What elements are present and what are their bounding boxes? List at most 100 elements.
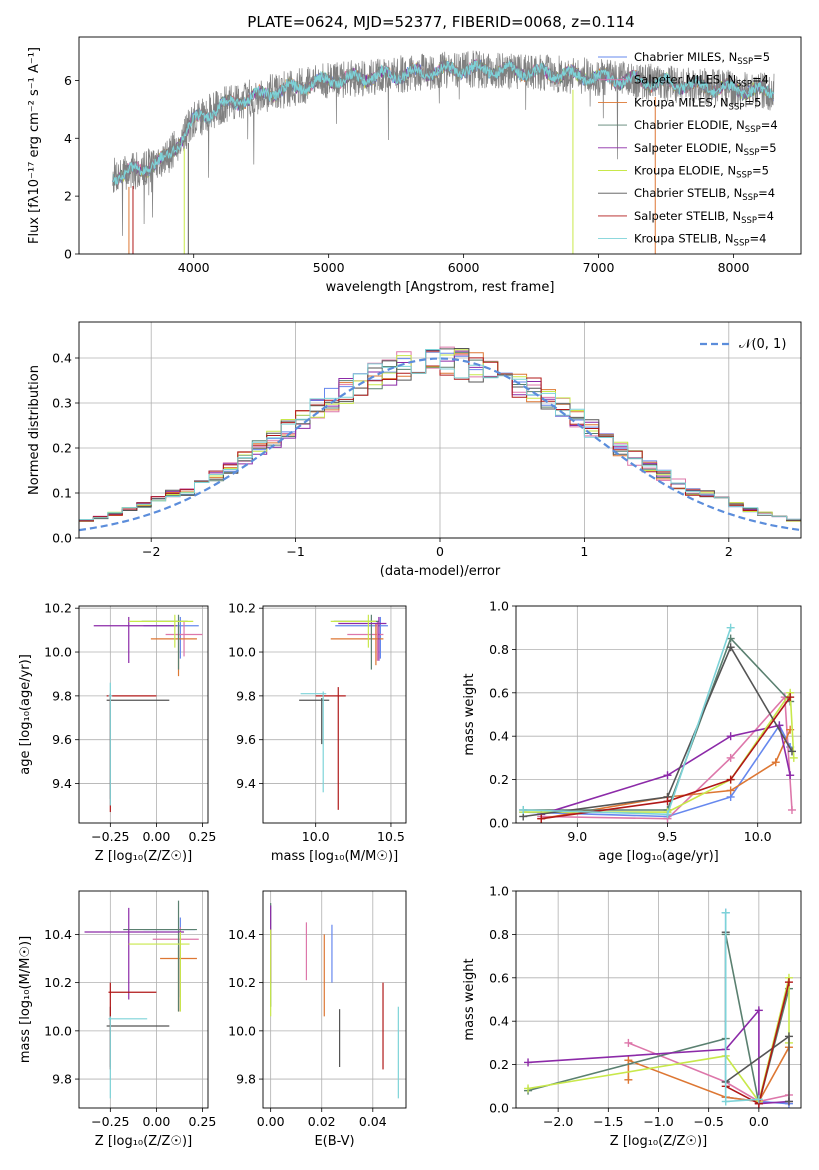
chart-residuals: −2 −1 0 1 2 0.0 0.1 0.2 0.3 0.4 (data-model)/error…: [27, 321, 802, 579]
chart-mass_vs_ebv: 0.00 0.02 0.04 9.8 10.0 10.2 10.4 E(B-V): [228, 890, 407, 1149]
x-tick-label: −0.25: [91, 829, 129, 844]
y-axis-label: age [log₁₀(age/yr)]: [18, 654, 33, 775]
weight-series-line: [523, 627, 732, 816]
chart-age_vs_Z: −0.25 0.00 0.25 9.4 9.6 9.8 10.0 10.2 Z [log₁₀(Z…: [18, 601, 216, 864]
x-axis-label: Z [log₁₀(Z/Z☉)]: [95, 1134, 192, 1149]
x-tick-label: 0.00: [257, 1114, 285, 1129]
weight-series-line: [523, 637, 791, 811]
plot-area: [93, 614, 203, 813]
y-tick-label: 0.4: [489, 1014, 509, 1029]
x-axis-label: mass [log₁₀(M/M☉)]: [271, 849, 398, 864]
x-tick-label: 0.0: [749, 1114, 769, 1129]
y-axis-label: Flux [fλ10⁻¹⁷ erg cm⁻² s⁻¹ A⁻¹]: [27, 47, 42, 244]
plot-area: [79, 346, 801, 532]
y-tick-label: 10.4: [44, 927, 72, 942]
y-tick-label: 10.2: [44, 975, 72, 990]
legend-entry: Salpeter MILES, NSSP=4: [634, 73, 769, 90]
plot-area: [112, 50, 775, 254]
y-tick-label: 9.8: [236, 1072, 256, 1087]
x-axis-label: wavelength [Angstrom, rest frame]: [326, 280, 555, 295]
x-axis-label: E(B-V): [314, 1134, 354, 1149]
chart-age_vs_mass: 10.0 10.5 9.4 9.6 9.8 10.0 10.2 mass [log₁₀(M/M…: [228, 601, 407, 864]
plot-frame: [78, 890, 209, 1109]
legend-entry: 𝒩(0, 1): [739, 337, 786, 352]
chart-mass_vs_Z: −0.25 0.00 0.25 9.8 10.0 10.2 10.4 Z [log₁₀(Z/Z…: [18, 890, 217, 1149]
y-tick-label: 0.3: [52, 396, 72, 411]
y-tick-label: 10.0: [228, 1023, 256, 1038]
figure-title: PLATE=0624, MJD=52377, FIBERID=0068, z=0…: [247, 13, 634, 31]
legend-entry: Salpeter STELIB, NSSP=4: [634, 209, 774, 226]
normal-curve: [79, 357, 801, 532]
legend-entry: Chabrier ELODIE, NSSP=4: [634, 118, 778, 135]
plot-frame: [515, 605, 802, 824]
y-tick-label: 0.6: [489, 685, 509, 700]
y-tick-label: 10.2: [44, 601, 72, 616]
y-tick-label: 0.0: [52, 531, 72, 546]
x-tick-label: 9.5: [658, 829, 678, 844]
plot-frame: [78, 605, 209, 824]
weight-series-line: [628, 1042, 790, 1103]
y-tick-label: 0.2: [52, 441, 72, 456]
legend-entry: Kroupa MILES, NSSP=5: [634, 95, 761, 112]
plot-area: [524, 908, 793, 1108]
x-tick-label: 1: [580, 544, 588, 559]
legend-entry: Kroupa ELODIE, NSSP=5: [634, 164, 769, 181]
legend-entry: Chabrier STELIB, NSSP=4: [634, 186, 775, 203]
x-tick-label: 8000: [718, 260, 750, 275]
residual-histogram: [79, 349, 801, 525]
weight-series-line: [523, 690, 795, 813]
x-axis-label: Z [log₁₀(Z/Z☉)]: [95, 849, 192, 864]
x-tick-label: 2: [725, 544, 733, 559]
x-tick-label: 0.00: [142, 829, 170, 844]
y-tick-label: 0.1: [52, 486, 72, 501]
y-tick-label: 0.2: [489, 1057, 509, 1072]
plot-area: [519, 623, 798, 823]
weight-series-line: [541, 696, 791, 820]
plot-frame: [262, 605, 407, 824]
x-tick-label: 0.02: [308, 1114, 336, 1129]
y-tick-label: 0.8: [489, 642, 509, 657]
y-tick-label: 9.8: [236, 688, 256, 703]
y-tick-label: 1.0: [489, 884, 509, 899]
y-tick-label: 0.0: [489, 816, 509, 831]
y-tick-label: 0.6: [489, 970, 509, 985]
x-tick-label: −2.0: [543, 1114, 573, 1129]
legend-entry: Kroupa STELIB, NSSP=4: [634, 232, 766, 249]
y-axis-label: mass weight: [462, 958, 477, 1040]
x-tick-label: 0.25: [189, 829, 217, 844]
spectrum-model-line: [112, 60, 775, 185]
y-tick-label: 6: [64, 73, 72, 88]
plot-frame: [262, 890, 407, 1109]
chart-weight_vs_Z: −2.0 −1.5 −1.0 −0.5 0.0 0.0 0.2 0.4 0.6 0.8 1.0 Z […: [462, 884, 802, 1149]
x-tick-label: −1.0: [643, 1114, 673, 1129]
x-tick-label: 0: [436, 544, 444, 559]
y-tick-label: 9.4: [52, 776, 72, 791]
chart-weight_vs_age: 9.0 9.5 10.0 0.0 0.2 0.4 0.6 0.8 1.0 age [log₁₀(a…: [462, 599, 802, 864]
weight-series-line: [541, 695, 793, 820]
legend-entry: Salpeter ELODIE, NSSP=5: [634, 141, 777, 158]
y-tick-label: 0.4: [52, 351, 72, 366]
y-tick-label: 9.8: [52, 1072, 72, 1087]
y-tick-label: 10.4: [228, 927, 256, 942]
weight-series-line: [724, 912, 759, 1103]
x-tick-label: 4000: [178, 260, 210, 275]
y-tick-label: 0.0: [489, 1101, 509, 1116]
x-tick-label: 10.0: [302, 829, 330, 844]
plot-frame: [78, 36, 802, 255]
y-tick-label: 0.4: [489, 729, 509, 744]
x-tick-label: 0.00: [142, 1114, 170, 1129]
y-axis-label: mass weight: [462, 673, 477, 755]
x-tick-label: −1: [286, 544, 304, 559]
plot-frame: [78, 321, 802, 539]
y-tick-label: 10.0: [44, 645, 72, 660]
x-tick-label: 5000: [313, 260, 345, 275]
x-tick-label: 0.25: [189, 1114, 217, 1129]
x-tick-label: 10.0: [744, 829, 772, 844]
y-tick-label: 10.2: [228, 975, 256, 990]
y-tick-label: 9.8: [52, 688, 72, 703]
x-axis-label: age [log₁₀(age/yr)]: [598, 849, 719, 864]
y-tick-label: 10.0: [44, 1023, 72, 1038]
y-tick-label: 10.2: [228, 601, 256, 616]
x-tick-label: 7000: [583, 260, 615, 275]
